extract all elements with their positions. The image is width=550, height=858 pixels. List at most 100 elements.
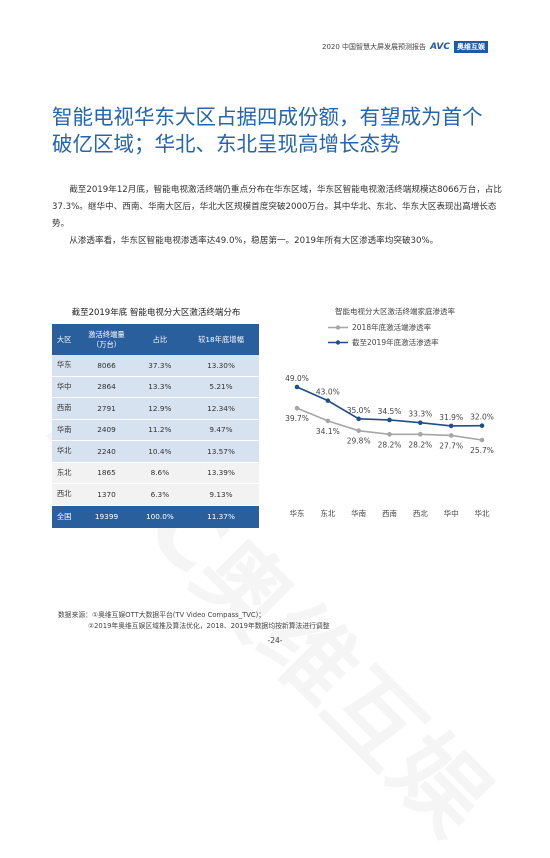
x-tick-label: 华中 — [444, 508, 459, 518]
table-cell: 2409 — [76, 419, 137, 441]
data-label: 33.3% — [408, 410, 432, 419]
table-cell: 东北 — [52, 462, 77, 484]
table-cell: 9.47% — [182, 419, 259, 441]
point — [356, 416, 361, 422]
point — [418, 420, 423, 426]
table-title: 截至2019年底 智能电视分大区激活终端分布 — [71, 308, 241, 318]
table-row: 华北 2240 10.4% 13.57% — [52, 440, 259, 463]
table-row: 华东 8066 37.3% 13.30% — [52, 355, 259, 377]
legend-marker — [335, 340, 341, 345]
body-text: 截至2019年12月底，智能电视激活终端仍重点分布在华东区域，华东区智能电视激活… — [52, 182, 502, 250]
table-cell: 100.0% — [136, 505, 183, 528]
point — [325, 398, 331, 403]
data-label: 28.2% — [378, 440, 402, 449]
data-label: 31.9% — [439, 413, 463, 422]
title-line: 破亿区域；华北、东北呈现高增长态势 — [52, 132, 401, 156]
table-row: 西南 2791 12.9% 12.34% — [52, 397, 259, 420]
chart-title: 智能电视分大区激活终端家庭渗透率 — [335, 306, 455, 316]
header-cell: 大区 — [52, 324, 77, 355]
point — [479, 423, 485, 428]
table-cell: 13.39% — [182, 462, 259, 484]
x-tick-label: 华北 — [475, 508, 490, 518]
header-cell: 激活终端量 （万台） — [76, 324, 137, 355]
table-cell: 12.9% — [136, 397, 183, 420]
table-cell: 1865 — [76, 462, 137, 484]
page-number: -24- — [267, 636, 283, 645]
paragraph: 截至2019年12月底，智能电视激活终端仍重点分布在华东区域，华东区智能电视激活… — [52, 185, 502, 229]
data-label: 35.0% — [347, 406, 371, 415]
source-label: 数据来源： — [58, 611, 92, 619]
data-label: 34.1% — [316, 427, 340, 436]
footnote: 数据来源：①奥维互娱OTT大数据平台(TV Video Compass_TVC)… — [58, 610, 330, 632]
logo-text: 奥维互娱 — [454, 41, 488, 53]
data-label: 25.7% — [470, 446, 494, 455]
table-row: 东北 1865 8.6% 13.39% — [52, 462, 259, 484]
point — [294, 405, 300, 411]
header: 2020 中国智慧大屏发展预测报告 AVC 奥维互娱 — [322, 41, 488, 53]
table-cell: 西北 — [52, 483, 77, 506]
header-text: 激活终端量 — [88, 329, 125, 339]
legend-label: 2018年底激活端渗透率 — [352, 322, 432, 332]
table-cell: 2791 — [76, 397, 137, 420]
point — [479, 437, 485, 443]
table-cell: 11.37% — [182, 505, 259, 528]
legend-label: 截至2019年底激活渗透率 — [352, 337, 439, 347]
source-line: 数据来源：①奥维互娱OTT大数据平台(TV Video Compass_TVC)… — [58, 610, 330, 621]
header-row: 大区 激活终端量 （万台） 占比 较18年底增幅 — [52, 324, 259, 355]
page-title: 智能电视华东大区占据四成份额，有望成为首个 破亿区域；华北、东北呈现高增长态势 — [52, 104, 483, 158]
table-row: 华中 2864 13.3% 5.21% — [52, 376, 259, 398]
data-label: 49.0% — [285, 374, 309, 383]
legend-marker — [335, 325, 341, 330]
table-cell: 华南 — [52, 419, 77, 441]
x-tick-label: 西北 — [413, 509, 428, 518]
point — [356, 428, 361, 433]
table-cell: 华中 — [52, 376, 77, 398]
table-cell: 全国 — [52, 505, 77, 528]
table-cell: 1370 — [76, 483, 137, 506]
table-cell: 2240 — [76, 440, 137, 463]
source: ②2019年奥维互娱区域推及算法优化，2018、2019年数据均按新算法进行调整 — [88, 622, 330, 630]
point — [387, 417, 392, 423]
x-tick-label: 华东 — [290, 508, 305, 518]
point — [294, 384, 300, 390]
data-label: 29.8% — [347, 437, 371, 446]
data-label: 28.2% — [408, 440, 432, 449]
table: 大区 激活终端量 （万台） 占比 较18年底增幅 华东 8066 37.3% 13.30% 华中 2… — [52, 324, 259, 528]
source: ①奥维互娱OTT大数据平台(TV Video Compass_TVC)； — [91, 611, 266, 619]
table-cell: 13.57% — [182, 440, 259, 463]
table-cell: 13.30% — [182, 355, 259, 377]
data-label: 32.0% — [470, 413, 494, 422]
data-label: 39.7% — [285, 414, 309, 423]
x-tick-label: 西南 — [382, 508, 397, 518]
logo-mark: AVC — [430, 42, 450, 52]
table-cell: 8.6% — [136, 462, 183, 484]
table-cell: 2864 — [76, 376, 137, 398]
table-cell: 华东 — [52, 355, 77, 377]
x-tick-label: 华南 — [351, 508, 366, 518]
header-text: （万台） — [91, 339, 122, 349]
table-cell: 9.13% — [182, 483, 259, 506]
source-line: ②2019年奥维互娱区域推及算法优化，2018、2019年数据均按新算法进行调整 — [58, 621, 330, 632]
table-cell: 西南 — [52, 397, 77, 420]
point — [448, 423, 454, 429]
paragraph: 从渗透率看，华东区智能电视渗透率达49.0%，稳居第一。2019年所有大区渗透率… — [69, 236, 439, 246]
table-cell: 37.3% — [136, 355, 183, 377]
data-label: 34.5% — [378, 407, 402, 416]
table-cell: 6.3% — [136, 483, 183, 506]
table-cell: 12.34% — [182, 397, 259, 420]
point — [418, 432, 423, 437]
page: AVC 奥维互娱 2020 中国智慧大屏发展预测报告 AVC 奥维互娱 智能电视华… — [29, 41, 510, 855]
table-cell: 10.4% — [136, 440, 183, 463]
table-row: 西北 1370 6.3% 9.13% — [52, 483, 259, 506]
table-cell: 8066 — [76, 355, 137, 377]
table-cell: 华北 — [52, 440, 77, 463]
table-row: 华南 2409 11.2% 9.47% — [52, 419, 259, 441]
x-tick-label: 东北 — [320, 508, 335, 518]
header-cell: 占比 — [136, 324, 183, 355]
point — [387, 432, 392, 437]
table-cell: 19399 — [76, 505, 137, 528]
table-cell: 11.2% — [136, 419, 183, 441]
table-cell: 13.3% — [136, 376, 183, 398]
point — [325, 418, 331, 424]
